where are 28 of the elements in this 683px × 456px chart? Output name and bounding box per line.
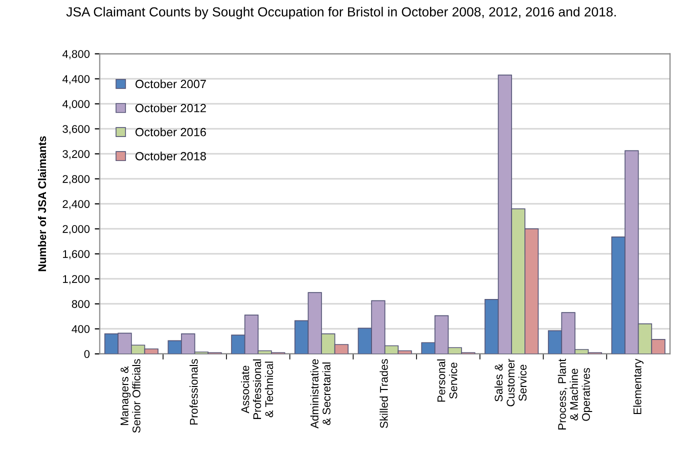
x-tick-label: Elementary <box>633 358 644 414</box>
y-tick-label: 2,800 <box>62 175 90 184</box>
x-tick-label: Administrative & Secretarial <box>310 359 330 428</box>
x-tick-label: Skilled Trades <box>380 359 388 428</box>
x-tick-label: Personal Service <box>437 359 458 402</box>
legend-label: October 2016 <box>135 128 206 136</box>
y-tick-label: 400 <box>72 325 90 333</box>
y-tick-label: 1,600 <box>63 250 90 260</box>
y-tick-label: 2,400 <box>62 200 90 210</box>
x-tick-label: Process, Plant & Machine Operatives <box>558 358 592 430</box>
y-tick-label: 1,200 <box>63 275 90 284</box>
legend-label: October 2007 <box>135 80 206 88</box>
y-axis-title: Number of JSA Claimants <box>38 136 46 272</box>
y-tick-label: 4,000 <box>62 100 90 110</box>
legend-label: October 2012 <box>135 104 206 112</box>
y-tick-label: 4,800 <box>62 50 90 60</box>
x-tick-label: Sales & Customer Service <box>494 358 527 406</box>
x-tick-label: Professionals <box>190 359 198 424</box>
legend-label: October 2018 <box>135 152 206 160</box>
x-tick-label: Managers & Senior Officials <box>120 359 140 433</box>
y-tick-label: 0 <box>84 350 90 358</box>
y-tick-label: 3,600 <box>62 125 90 134</box>
y-tick-label: 4,400 <box>62 75 90 84</box>
y-tick-label: 2,000 <box>62 225 90 234</box>
y-tick-label: 3,200 <box>62 150 90 160</box>
x-tick-label: Associate Professional & Technical <box>240 359 274 419</box>
y-tick-label: 800 <box>72 300 90 308</box>
chart-title: JSA Claimant Counts by Sought Occupation for Bristol in October 2008, 2012, 2016 and 2018. <box>66 6 616 20</box>
